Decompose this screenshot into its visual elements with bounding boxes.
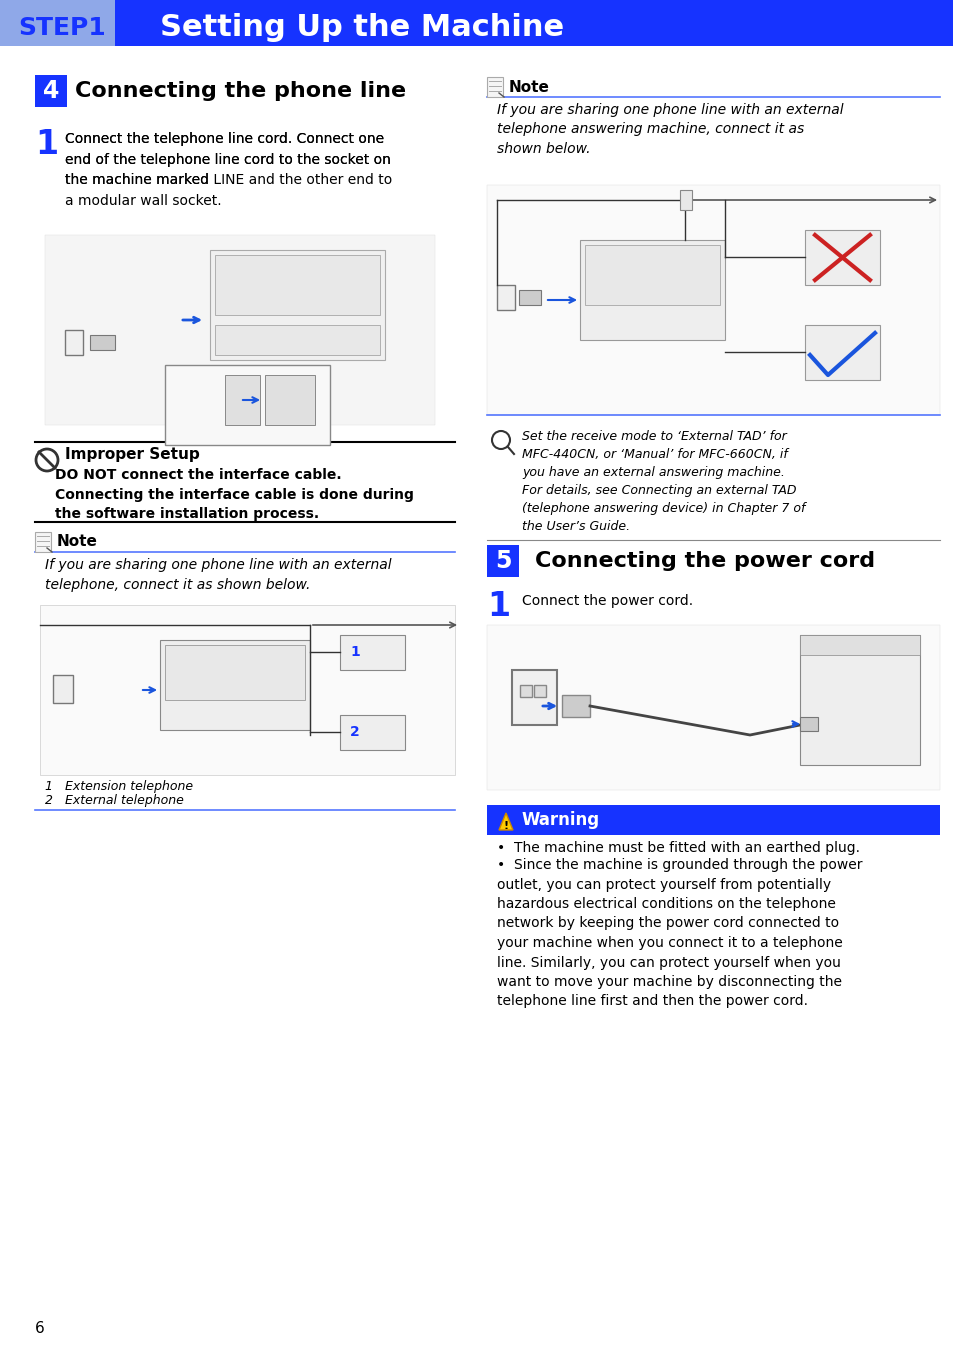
Bar: [160, 640, 310, 730]
Bar: [800, 635, 919, 655]
Text: Note: Note: [509, 80, 549, 95]
Bar: [486, 544, 518, 577]
Bar: [265, 376, 314, 426]
Bar: [679, 190, 691, 209]
Text: If you are sharing one phone line with an external
telephone answering machine, : If you are sharing one phone line with a…: [497, 103, 842, 155]
Text: •  The machine must be fitted with an earthed plug.: • The machine must be fitted with an ear…: [497, 842, 859, 855]
Bar: [804, 326, 879, 380]
Bar: [35, 532, 51, 553]
Text: 2: 2: [350, 725, 359, 739]
Bar: [584, 245, 720, 305]
Bar: [486, 805, 939, 835]
Bar: [35, 76, 67, 107]
Text: 1   Extension telephone: 1 Extension telephone: [45, 780, 193, 793]
Text: STEP1: STEP1: [18, 16, 106, 41]
Bar: [53, 676, 73, 703]
Bar: [165, 644, 305, 700]
Text: Connecting the power cord: Connecting the power cord: [535, 551, 874, 571]
Polygon shape: [498, 813, 513, 830]
Text: Connect the power cord.: Connect the power cord.: [521, 594, 693, 608]
Bar: [0, 0, 953, 46]
Text: 5: 5: [495, 549, 511, 573]
Text: Improper Setup: Improper Setup: [65, 446, 199, 462]
Text: 1: 1: [350, 644, 359, 659]
Circle shape: [36, 449, 58, 471]
Bar: [534, 685, 545, 697]
Bar: [45, 235, 435, 426]
Polygon shape: [115, 0, 148, 46]
Bar: [339, 635, 405, 670]
Text: Connect the telephone line cord. Connect one
end of the telephone line cord to t: Connect the telephone line cord. Connect…: [65, 132, 392, 208]
Text: 4: 4: [43, 78, 59, 103]
Bar: [512, 670, 557, 725]
Bar: [214, 255, 379, 315]
Bar: [800, 635, 919, 765]
Polygon shape: [0, 0, 135, 46]
Bar: [561, 694, 589, 717]
Text: DO NOT connect the interface cable.
Connecting the interface cable is done durin: DO NOT connect the interface cable. Conn…: [55, 467, 414, 521]
Bar: [214, 326, 379, 355]
Text: 6: 6: [35, 1321, 45, 1336]
Text: Warning: Warning: [521, 811, 599, 830]
Bar: [165, 365, 330, 444]
Text: 2   External telephone: 2 External telephone: [45, 794, 184, 807]
Text: Set the receive mode to ‘External TAD’ for
MFC-440CN, or ‘Manual’ for MFC-660CN,: Set the receive mode to ‘External TAD’ f…: [521, 430, 804, 534]
Bar: [804, 230, 879, 285]
Bar: [486, 185, 939, 415]
Bar: [486, 626, 939, 790]
Bar: [90, 335, 115, 350]
Bar: [579, 240, 724, 340]
Text: Connecting the phone line: Connecting the phone line: [75, 81, 406, 101]
Text: 1: 1: [486, 590, 510, 623]
Text: !: !: [503, 821, 508, 831]
Bar: [497, 285, 515, 309]
Text: Note: Note: [57, 535, 98, 550]
Bar: [40, 605, 455, 775]
Bar: [519, 685, 532, 697]
Text: If you are sharing one phone line with an external
telephone, connect it as show: If you are sharing one phone line with a…: [45, 558, 392, 592]
Text: •  Since the machine is grounded through the power
outlet, you can protect yours: • Since the machine is grounded through …: [497, 858, 862, 1008]
Bar: [339, 715, 405, 750]
Bar: [518, 290, 540, 305]
Bar: [486, 77, 502, 97]
Text: Setting Up the Machine: Setting Up the Machine: [160, 14, 563, 42]
Text: Connect the telephone line cord. Connect one
end of the telephone line cord to t: Connect the telephone line cord. Connect…: [65, 132, 391, 188]
Bar: [800, 717, 817, 731]
Text: 1: 1: [35, 128, 58, 161]
Bar: [210, 250, 385, 359]
Bar: [225, 376, 260, 426]
Circle shape: [492, 431, 510, 449]
Bar: [65, 330, 83, 355]
